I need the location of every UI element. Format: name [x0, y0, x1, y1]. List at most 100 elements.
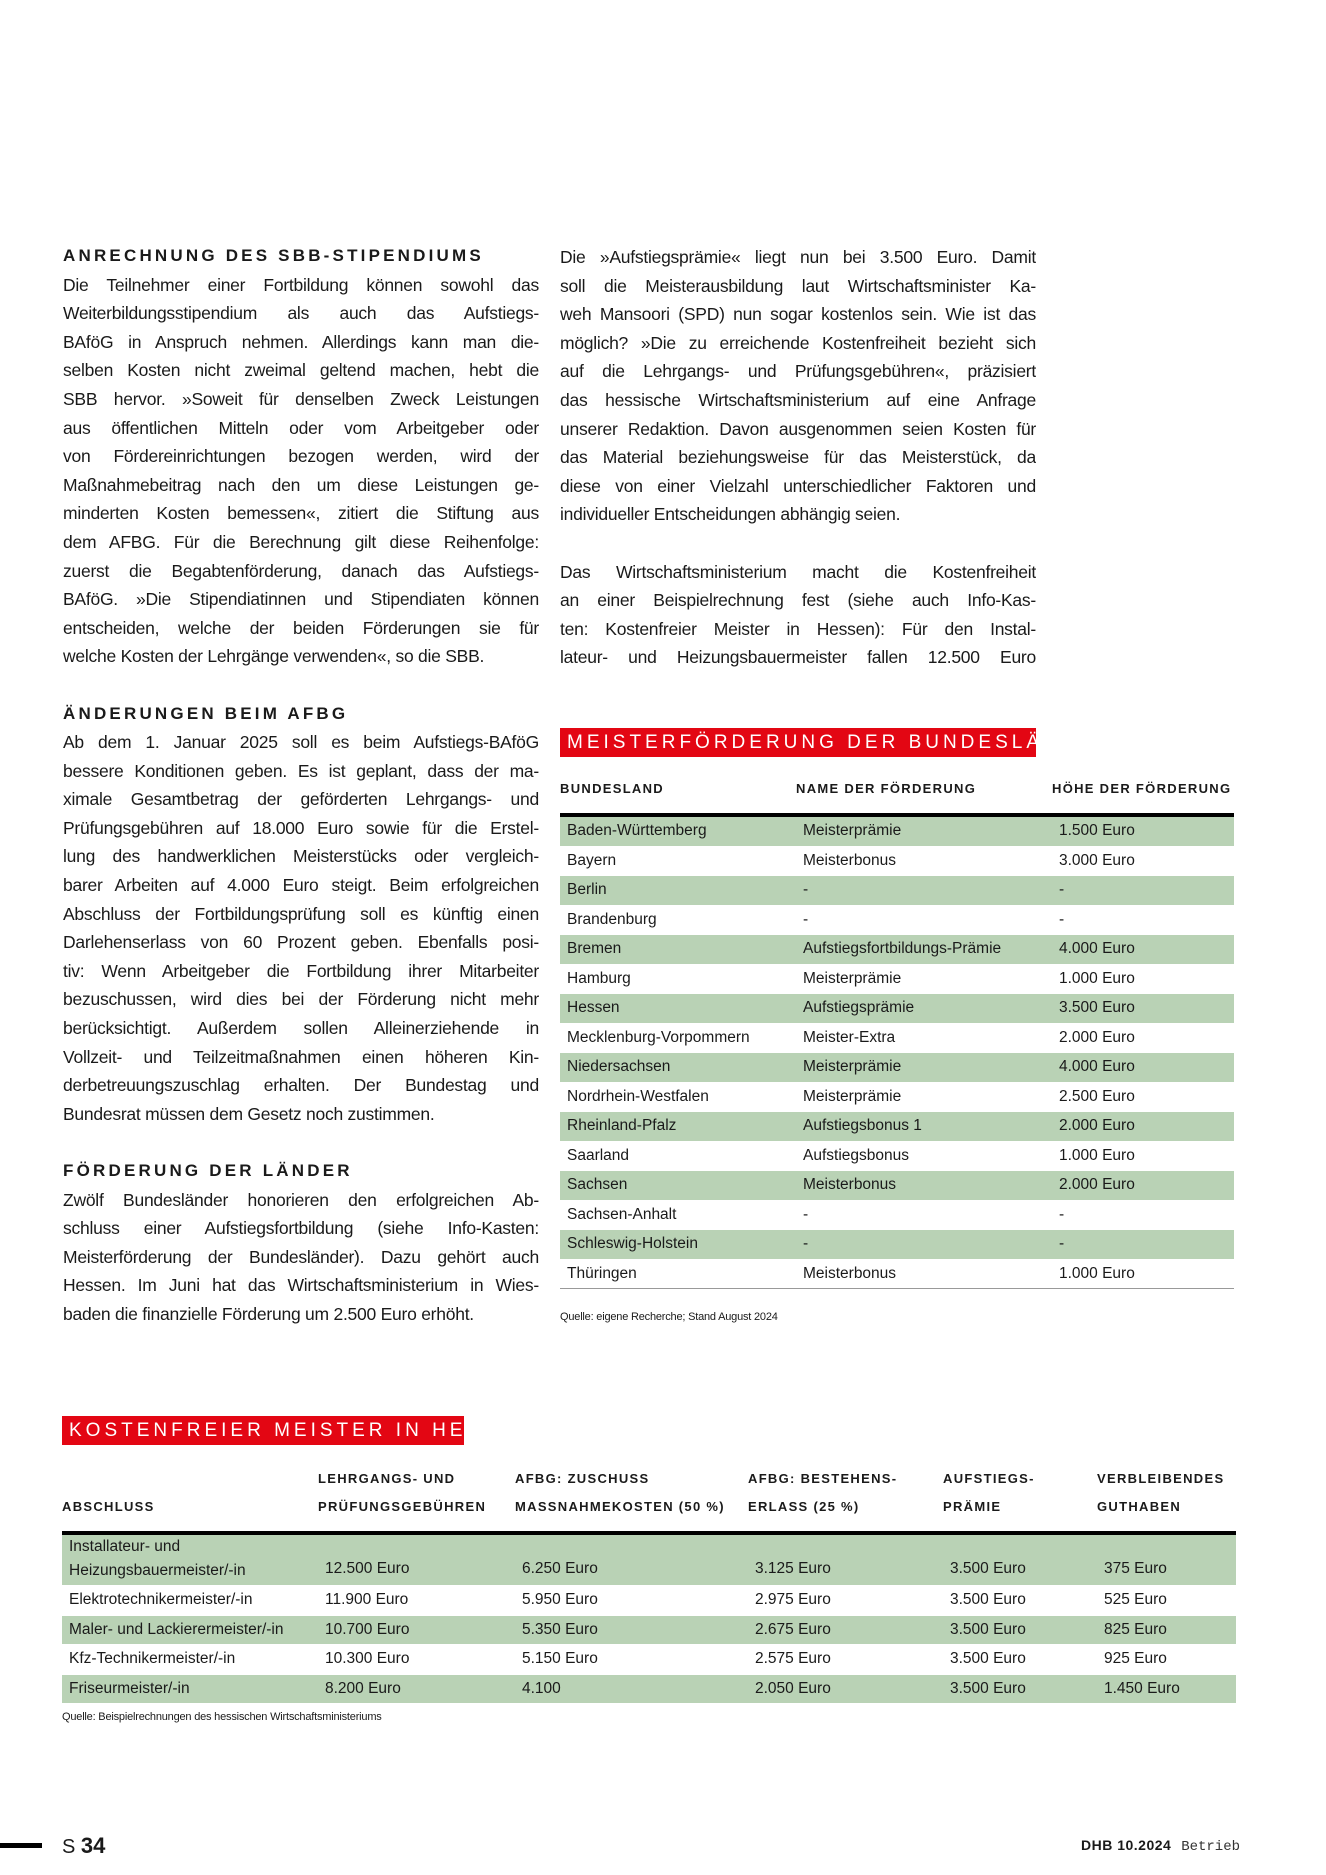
- table-cell: Baden-Württemberg: [560, 815, 796, 847]
- table-cell: 10.700 Euro: [318, 1615, 515, 1645]
- table-cell: 4.100: [515, 1674, 748, 1704]
- table-cell: 10.300 Euro: [318, 1644, 515, 1675]
- table-row: Niedersachsen Meisterprämie 4.000 Euro: [560, 1052, 1234, 1083]
- table-row: Maler- und Lackierermeister/-in 10.700 Eu…: [62, 1615, 1236, 1645]
- body-line: Die »Aufstiegsprämie« liegt nun bei 3.50…: [560, 247, 1036, 267]
- col-header-line: ERLASS (25 %): [748, 1499, 860, 1514]
- table-cell: Brandenburg: [560, 905, 796, 935]
- page-number-value: 34: [80, 1833, 106, 1858]
- body-line: soll die Meisterausbildung laut Wirtscha…: [560, 275, 1036, 296]
- table-cell: -: [796, 1229, 1052, 1260]
- table-cell: 1.500 Euro: [1052, 815, 1234, 847]
- col-header-line: GUTHABEN: [1097, 1499, 1182, 1514]
- table1-title: MEISTERFÖRDERUNG DER BUNDESLÄNDER: [560, 728, 1109, 757]
- col-header-line: PRÜFUNGSGEBÜHREN: [318, 1499, 487, 1514]
- table-cell: 3.500 Euro: [943, 1644, 1097, 1675]
- table-cell: Nordrhein-Westfalen: [560, 1082, 796, 1112]
- table-cell: -: [1052, 905, 1234, 935]
- body-line: ximale Gesamtbetrag der geförderten Lehr…: [63, 789, 539, 810]
- spacer: [63, 1128, 539, 1157]
- table-cell: Kfz-Technikermeister/-in: [62, 1644, 318, 1675]
- body-line: Meisterförderung der Bundesländer). Dazu…: [63, 1246, 539, 1267]
- table-cell: Meisterprämie: [796, 964, 1052, 994]
- table-cell: 4.000 Euro: [1052, 1052, 1234, 1083]
- col-header-line: ABSCHLUSS: [62, 1499, 155, 1514]
- body-line: schluss einer Aufstiegsfortbildung (sieh…: [63, 1218, 539, 1239]
- col-header: HÖHE DER FÖRDERUNG: [1052, 775, 1234, 817]
- table2-source: Quelle: Beispielrechnungen des hessische…: [62, 1711, 382, 1723]
- table-cell: Aufstiegsbonus: [796, 1141, 1052, 1171]
- body-line: lung des handwerklichen Meisterstücks od…: [63, 846, 539, 867]
- table-row: Sachsen-Anhalt - -: [560, 1200, 1234, 1230]
- table-cell: 2.975 Euro: [748, 1585, 943, 1616]
- body-line: selben Kosten nicht zweimal geltend mach…: [63, 360, 539, 381]
- col-header: AUFSTIEGS- PRÄMIE: [943, 1465, 1097, 1535]
- body-line: bezuschussen, wird dies bei der Förderun…: [63, 989, 539, 1010]
- table-row: Bayern Meisterbonus 3.000 Euro: [560, 846, 1234, 876]
- body-line: von Fördereinrichtungen bezogen werden, …: [63, 446, 539, 467]
- table-cell: 2.000 Euro: [1052, 1170, 1234, 1201]
- table-cell: 6.250 Euro: [515, 1533, 748, 1586]
- section-heading: ÄNDERUNGEN BEIM AFBG: [63, 703, 349, 723]
- col-header: NAME DER FÖRDERUNG: [796, 775, 1052, 817]
- body-line: Vollzeit- und Teilzeitmaßnahmen einen hö…: [63, 1046, 539, 1067]
- footer-bar: [0, 1843, 42, 1848]
- body-line: Abschluss der Fortbildungsprüfung soll e…: [63, 903, 539, 924]
- body-line: SBB hervor. »Soweit für denselben Zweck …: [63, 388, 539, 409]
- table-cell: 3.500 Euro: [943, 1615, 1097, 1645]
- body-line: lateur- und Heizungsbauermeister fallen …: [560, 647, 1036, 668]
- table-cell: Meisterbonus: [796, 846, 1052, 876]
- table-cell: Saarland: [560, 1141, 796, 1171]
- table-cell: 1.000 Euro: [1052, 964, 1234, 994]
- table-cell: 525 Euro: [1097, 1585, 1236, 1616]
- table-cell: 12.500 Euro: [318, 1533, 515, 1586]
- table-cell: Hamburg: [560, 964, 796, 994]
- body-line: auf die Lehrgangs- und Prüfungsgebühren«…: [560, 361, 1036, 382]
- table-row: Brandenburg - -: [560, 905, 1234, 935]
- table-row: Nordrhein-Westfalen Meisterprämie 2.500 Eu…: [560, 1082, 1234, 1112]
- table-row: Hessen Aufstiegsprämie 3.500 Euro: [560, 993, 1234, 1024]
- table-cell: 4.000 Euro: [1052, 934, 1234, 965]
- table-cell: 1.450 Euro: [1097, 1674, 1236, 1704]
- body-line: weh Mansoori (SPD) nun sogar kostenlos s…: [560, 304, 1036, 325]
- table-cell: Berlin: [560, 875, 796, 906]
- body-line: zuerst die Begabtenförderung, danach das…: [63, 560, 539, 581]
- table1-source: Quelle: eigene Recherche; Stand August 2…: [560, 1311, 778, 1323]
- table-cell: 825 Euro: [1097, 1615, 1236, 1645]
- table-cell: 2.575 Euro: [748, 1644, 943, 1675]
- table-cell: 3.000 Euro: [1052, 846, 1234, 876]
- table-cell: 2.500 Euro: [1052, 1082, 1234, 1112]
- table-cell: -: [796, 905, 1052, 935]
- col-header-line: PRÄMIE: [943, 1499, 1002, 1514]
- body-line: Ab dem 1. Januar 2025 soll es beim Aufst…: [63, 732, 539, 753]
- table-cell: 5.350 Euro: [515, 1615, 748, 1645]
- spacer: [63, 671, 539, 700]
- table-cell: 3.125 Euro: [748, 1533, 943, 1586]
- table-cell: Meisterprämie: [796, 815, 1052, 847]
- body-line: das hessische Wirtschaftsministerium auf…: [560, 389, 1036, 410]
- table-cell: Meisterbonus: [796, 1170, 1052, 1201]
- table-cell: Aufstiegsbonus 1: [796, 1111, 1052, 1142]
- table-cell: 3.500 Euro: [943, 1674, 1097, 1704]
- table-cell: Installateur- und Heizungsbauermeister/-i…: [62, 1533, 318, 1586]
- body-line: Die Teilnehmer einer Fortbildung können …: [63, 274, 539, 295]
- table-cell: 375 Euro: [1097, 1533, 1236, 1586]
- body-line: derbetreuungszuschlag erhalten. Der Bund…: [63, 1075, 539, 1096]
- table-cell: Aufstiegsfortbildungs-Prämie: [796, 934, 1052, 965]
- table2-title: KOSTENFREIER MEISTER IN HESSEN: [62, 1416, 530, 1445]
- col-header-line: AFBG: BESTEHENS-: [748, 1471, 898, 1486]
- cell-line: Heizungsbauermeister/-in: [69, 1562, 246, 1579]
- table-row: Hamburg Meisterprämie 1.000 Euro: [560, 964, 1234, 994]
- cell-line: Installateur- und: [69, 1538, 181, 1555]
- body-line: das Material beziehungsweise für das Mei…: [560, 447, 1036, 468]
- section-heading: FÖRDERUNG DER LÄNDER: [63, 1161, 353, 1180]
- col-header-line: AFBG: ZUSCHUSS: [515, 1471, 650, 1486]
- table-cell: Aufstiegsprämie: [796, 993, 1052, 1024]
- table-row: Mecklenburg-Vorpommern Meister-Extra 2.000…: [560, 1023, 1234, 1053]
- body-line: barer Arbeiten auf 4.000 Euro steigt. Be…: [63, 875, 539, 896]
- table-cell: Meister-Extra: [796, 1023, 1052, 1053]
- table-cell: Elektrotechnikermeister/-in: [62, 1585, 318, 1616]
- kostenfreier-meister-table: ABSCHLUSS LEHRGANGS- UND PRÜFUNGSGEBÜHREN A…: [62, 1465, 1236, 1704]
- table-row: Thüringen Meisterbonus 1.000 Euro: [560, 1259, 1234, 1289]
- table-cell: 3.500 Euro: [1052, 993, 1234, 1024]
